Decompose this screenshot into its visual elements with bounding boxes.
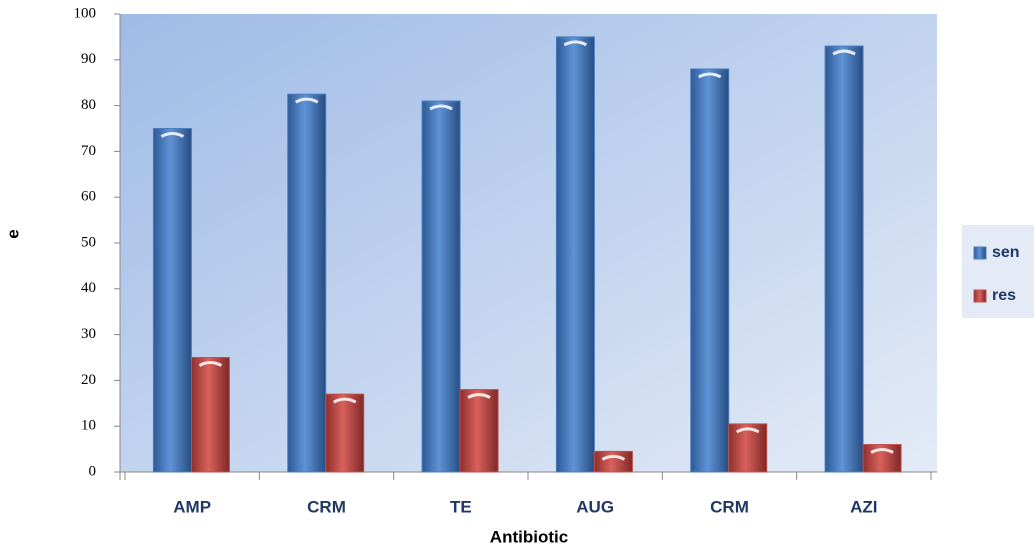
- x-tick-label: CRM: [710, 497, 749, 516]
- plot-area: [120, 14, 937, 472]
- y-tick-label: 100: [74, 5, 97, 21]
- bar-highlight: [563, 40, 588, 47]
- bar-highlight: [198, 361, 223, 367]
- x-tick-label: AUG: [576, 497, 614, 516]
- bar-highlight: [698, 72, 722, 79]
- x-tick-label: CRM: [307, 497, 346, 516]
- bar: [287, 93, 327, 473]
- bar: [690, 68, 730, 473]
- x-axis-label: Antibiotic: [490, 527, 568, 546]
- bar: [459, 389, 499, 473]
- y-tick-label: 10: [81, 418, 96, 434]
- y-tick-label: 70: [81, 143, 96, 159]
- legend-swatch: [973, 246, 987, 260]
- bar-highlight: [160, 132, 185, 138]
- bar-highlight: [295, 97, 319, 104]
- x-tick-label: AMP: [173, 497, 211, 516]
- bar: [593, 450, 633, 473]
- bar-highlight: [467, 393, 491, 399]
- y-tick-label: 80: [81, 97, 96, 113]
- y-tick-label: 90: [81, 51, 96, 67]
- bar: [325, 393, 365, 473]
- y-tick-label: 40: [81, 280, 96, 296]
- bar: [421, 100, 461, 473]
- legend-swatch: [973, 289, 987, 303]
- bar: [555, 36, 595, 473]
- bar-highlight: [333, 397, 357, 404]
- y-tick-label: 30: [81, 326, 96, 342]
- bar: [728, 423, 768, 473]
- bar: [190, 357, 230, 473]
- y-tick-label: 20: [81, 372, 96, 388]
- y-tick-label: 50: [81, 234, 96, 250]
- y-tick-label: 60: [81, 189, 96, 205]
- bar-highlight: [429, 104, 453, 111]
- bar-highlight: [870, 448, 894, 454]
- bar: [824, 45, 864, 473]
- legend-label: sen: [992, 244, 1020, 261]
- y-tick-label: 0: [89, 463, 97, 479]
- bar-highlight: [736, 427, 760, 434]
- bar-highlight: [832, 49, 856, 56]
- x-tick-label: AZI: [850, 497, 877, 516]
- y-axis-label: e: [3, 229, 22, 238]
- bar-highlight: [601, 454, 626, 461]
- x-tick-label: TE: [450, 497, 472, 516]
- bar: [152, 128, 192, 473]
- legend-label: res: [992, 287, 1016, 304]
